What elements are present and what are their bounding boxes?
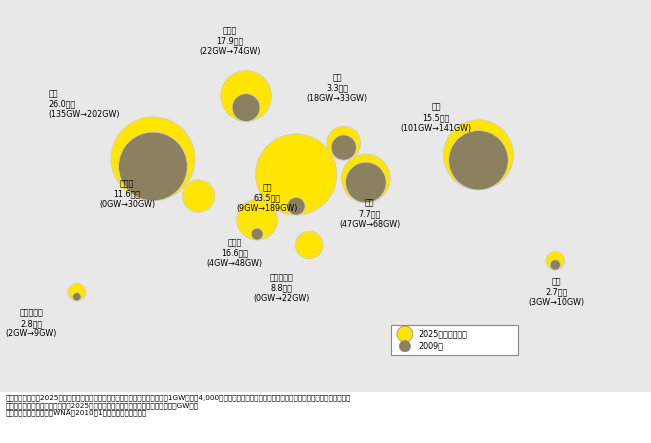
Text: インド
16.6兆円
(4GW→48GW): インド 16.6兆円 (4GW→48GW) [206,238,262,268]
Ellipse shape [296,231,323,259]
Ellipse shape [550,260,561,270]
Ellipse shape [111,117,195,201]
Text: 米国
15.5兆円
(101GW→141GW): 米国 15.5兆円 (101GW→141GW) [400,103,472,132]
Ellipse shape [342,154,390,203]
Text: 2009年: 2009年 [418,342,443,351]
Ellipse shape [182,180,215,212]
FancyBboxPatch shape [391,326,518,355]
Text: 南米
2.7兆円
(3GW→10GW): 南米 2.7兆円 (3GW→10GW) [529,277,585,307]
Ellipse shape [287,198,305,215]
Ellipse shape [73,292,81,301]
Ellipse shape [68,283,86,301]
Ellipse shape [118,132,187,201]
Text: 日本
7.7兆円
(47GW→68GW): 日本 7.7兆円 (47GW→68GW) [339,199,400,229]
Ellipse shape [346,162,386,203]
Text: 2025年（推定値）: 2025年（推定値） [418,330,467,338]
Text: 欧州
26.0兆円
(135GW→202GW): 欧州 26.0兆円 (135GW→202GW) [49,89,120,119]
Ellipse shape [221,70,271,121]
Text: 中近東
11.6兆円
(0GW→30GW): 中近東 11.6兆円 (0GW→30GW) [99,179,155,209]
Text: 南アフリカ
2.8兆円
(2GW→9GW): 南アフリカ 2.8兆円 (2GW→9GW) [6,308,57,338]
Text: 韓国
3.3兆円
(18GW→33GW): 韓国 3.3兆円 (18GW→33GW) [307,73,368,103]
Ellipse shape [397,326,413,342]
Ellipse shape [256,134,337,215]
Ellipse shape [331,135,356,160]
Text: ロシア
17.9兆円
(22GW→74GW): ロシア 17.9兆円 (22GW→74GW) [199,26,260,56]
Ellipse shape [232,94,260,121]
Ellipse shape [449,131,508,190]
Ellipse shape [443,120,514,190]
Text: 備考：上段数字は2025年までに新たに生じると予想される市場規模の金額で、1GW当たり4,000億円と仮定し経済産業省が試算。ただし建設中のプラントは除く。
　: 備考：上段数字は2025年までに新たに生じると予想される市場規模の金額で、1GW… [5,395,351,416]
Ellipse shape [546,251,564,270]
Text: 東南アジア
8.8兆円
(0GW→22GW): 東南アジア 8.8兆円 (0GW→22GW) [254,273,310,303]
Ellipse shape [399,341,411,352]
Ellipse shape [237,199,277,240]
Ellipse shape [251,228,263,240]
Ellipse shape [327,126,361,160]
Text: 中国
63.5兆円
(9GW→189GW): 中国 63.5兆円 (9GW→189GW) [236,183,298,213]
